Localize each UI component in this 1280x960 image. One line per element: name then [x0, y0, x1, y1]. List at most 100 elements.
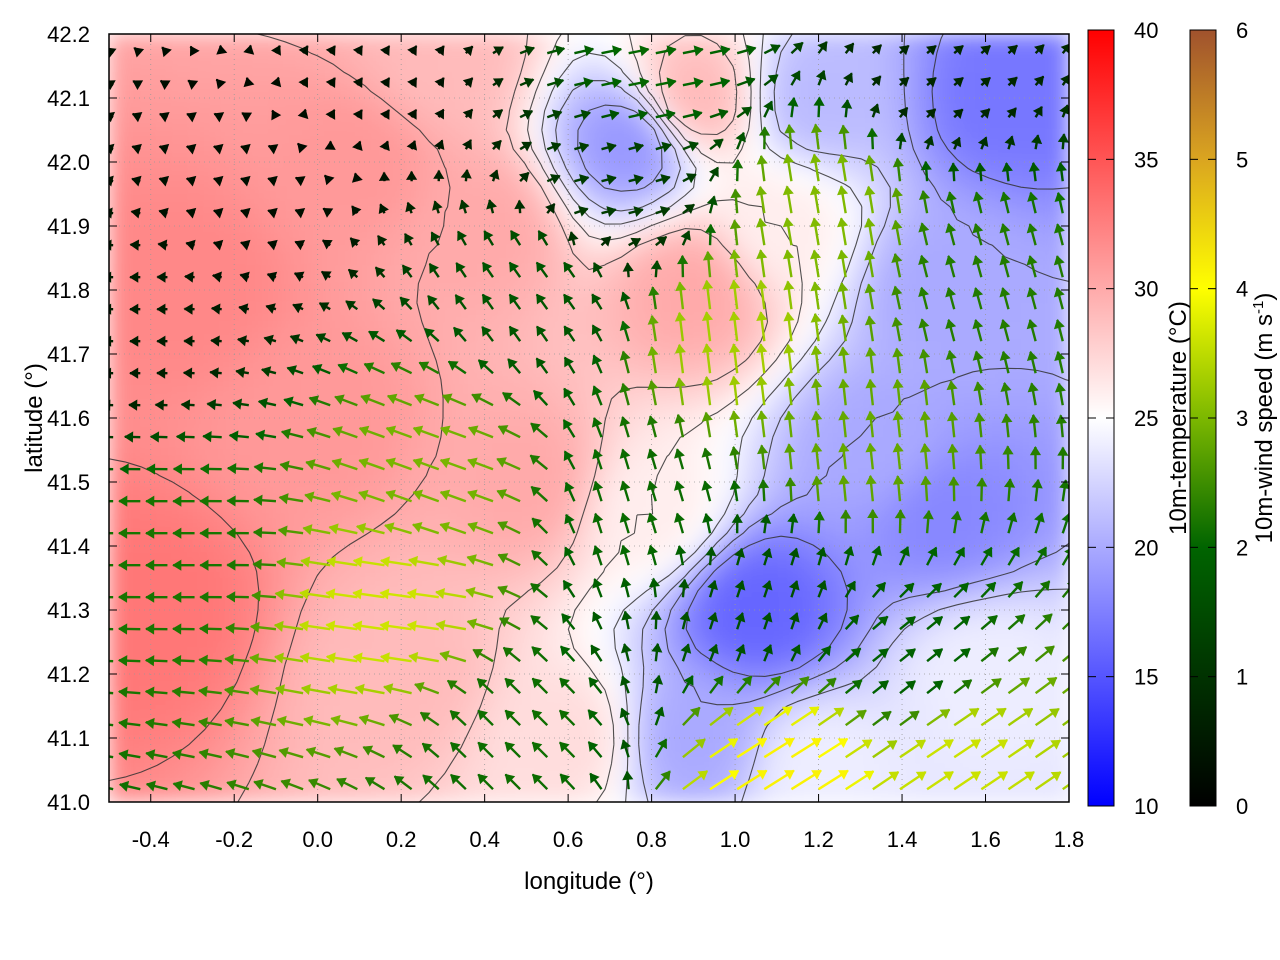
temperature-cell	[188, 571, 206, 592]
temperature-cell	[908, 628, 926, 649]
temperature-cell	[364, 244, 382, 265]
temperature-cell	[188, 475, 206, 496]
wind-arrow	[864, 315, 876, 342]
wind-arrow-head	[621, 610, 633, 621]
temperature-cell	[924, 417, 942, 438]
temperature-cell	[892, 532, 910, 553]
wind-arrow	[145, 780, 168, 792]
wind-arrow-head	[815, 546, 827, 558]
temperature-cell	[668, 743, 686, 765]
temperature-cell	[908, 494, 926, 515]
temperature-cell	[300, 244, 318, 265]
temperature-cell	[316, 398, 334, 419]
temperature-cell	[172, 359, 190, 381]
wind-arrow	[1007, 771, 1035, 791]
temperature-cell	[956, 52, 974, 73]
wind-arrow-head	[679, 611, 691, 622]
wind-arrow-head	[358, 425, 370, 437]
wind-arrow	[864, 250, 876, 278]
temperature-cell	[924, 244, 942, 265]
temperature-cell	[892, 647, 910, 669]
wind-arrow-head	[213, 143, 224, 155]
temperature-cell	[940, 686, 958, 707]
wind-arrow-head	[606, 174, 617, 186]
temperature-cell	[348, 340, 366, 361]
wind-arrow	[531, 646, 549, 663]
temperature-cell	[780, 321, 798, 342]
temperature-cell	[684, 686, 702, 707]
wind-arrow	[628, 142, 645, 153]
temperature-cell	[252, 571, 270, 592]
wind-arrow	[655, 109, 676, 121]
wind-arrow	[953, 647, 971, 663]
temperature-cell	[604, 417, 622, 438]
temperature-cell	[348, 379, 366, 400]
temperature-cell	[684, 283, 702, 304]
wind-arrow	[619, 544, 631, 566]
wind-arrow	[303, 715, 331, 727]
temperature-cell	[220, 571, 238, 592]
temperature-cell	[124, 129, 142, 150]
temperature-cell	[348, 91, 366, 112]
temperature-cell	[844, 263, 862, 285]
temperature-cell	[220, 302, 238, 323]
temperature-cell	[140, 110, 158, 131]
wind-arrow-head	[198, 748, 209, 760]
wind-arrow	[811, 378, 823, 406]
temperature-cell	[956, 743, 974, 765]
wind-arrow-head	[1023, 739, 1035, 750]
wind-arrow-head	[441, 393, 453, 404]
wind-arrow	[432, 200, 443, 214]
temperature-cell	[1020, 590, 1038, 611]
wind-arrow	[564, 513, 576, 534]
wind-arrow	[332, 426, 358, 439]
temperature-cell	[780, 52, 798, 73]
wind-arrow	[202, 431, 222, 443]
temperature-cell	[716, 686, 734, 707]
wind-arrow-head	[878, 648, 889, 659]
wind-arrow-head	[692, 109, 703, 121]
wind-arrow	[530, 614, 549, 631]
wind-arrow-head	[213, 112, 225, 123]
wind-arrow	[974, 162, 987, 182]
temperature-cell	[620, 551, 638, 573]
temperature-cell	[156, 782, 174, 802]
wind-arrow	[483, 230, 495, 246]
temperature-cell	[348, 283, 366, 304]
wind-arrow-head	[1054, 350, 1066, 361]
temperature-cell	[1020, 667, 1038, 688]
wind-arrow-head	[347, 268, 359, 280]
temperature-cell	[764, 475, 782, 496]
temperature-cell	[924, 283, 942, 304]
temperature-cell	[956, 398, 974, 419]
temperature-cell	[109, 340, 126, 361]
temperature-cell	[109, 302, 126, 323]
wind-arrow-head	[850, 647, 862, 658]
temperature-cell	[748, 494, 766, 515]
temperature-cell	[380, 263, 398, 285]
wind-arrow	[123, 431, 141, 443]
temperature-cell	[428, 475, 446, 496]
wind-arrow-head	[241, 112, 253, 123]
wind-arrow	[1026, 319, 1038, 342]
temperature-cell	[732, 763, 750, 784]
wind-arrow-head	[680, 643, 692, 654]
wind-arrow-head	[158, 175, 170, 187]
wind-arrow	[352, 588, 385, 600]
wind-arrow-head	[375, 266, 386, 278]
temperature-cell	[540, 263, 558, 285]
wind-arrow	[601, 109, 620, 121]
wind-arrow-head	[619, 416, 631, 427]
wind-arrow	[185, 143, 197, 155]
temperature-cell	[364, 129, 382, 150]
wind-arrow	[783, 311, 795, 342]
wind-arrow	[412, 489, 440, 503]
temperature-cell	[252, 283, 270, 304]
temperature-cell	[716, 532, 734, 553]
temperature-cell	[492, 148, 510, 169]
wind-arrow-head	[1050, 739, 1061, 750]
temperature-cell	[764, 532, 782, 553]
temperature-cell	[1020, 782, 1038, 802]
temperature-cell	[236, 609, 254, 630]
wind-arrow	[117, 591, 141, 603]
